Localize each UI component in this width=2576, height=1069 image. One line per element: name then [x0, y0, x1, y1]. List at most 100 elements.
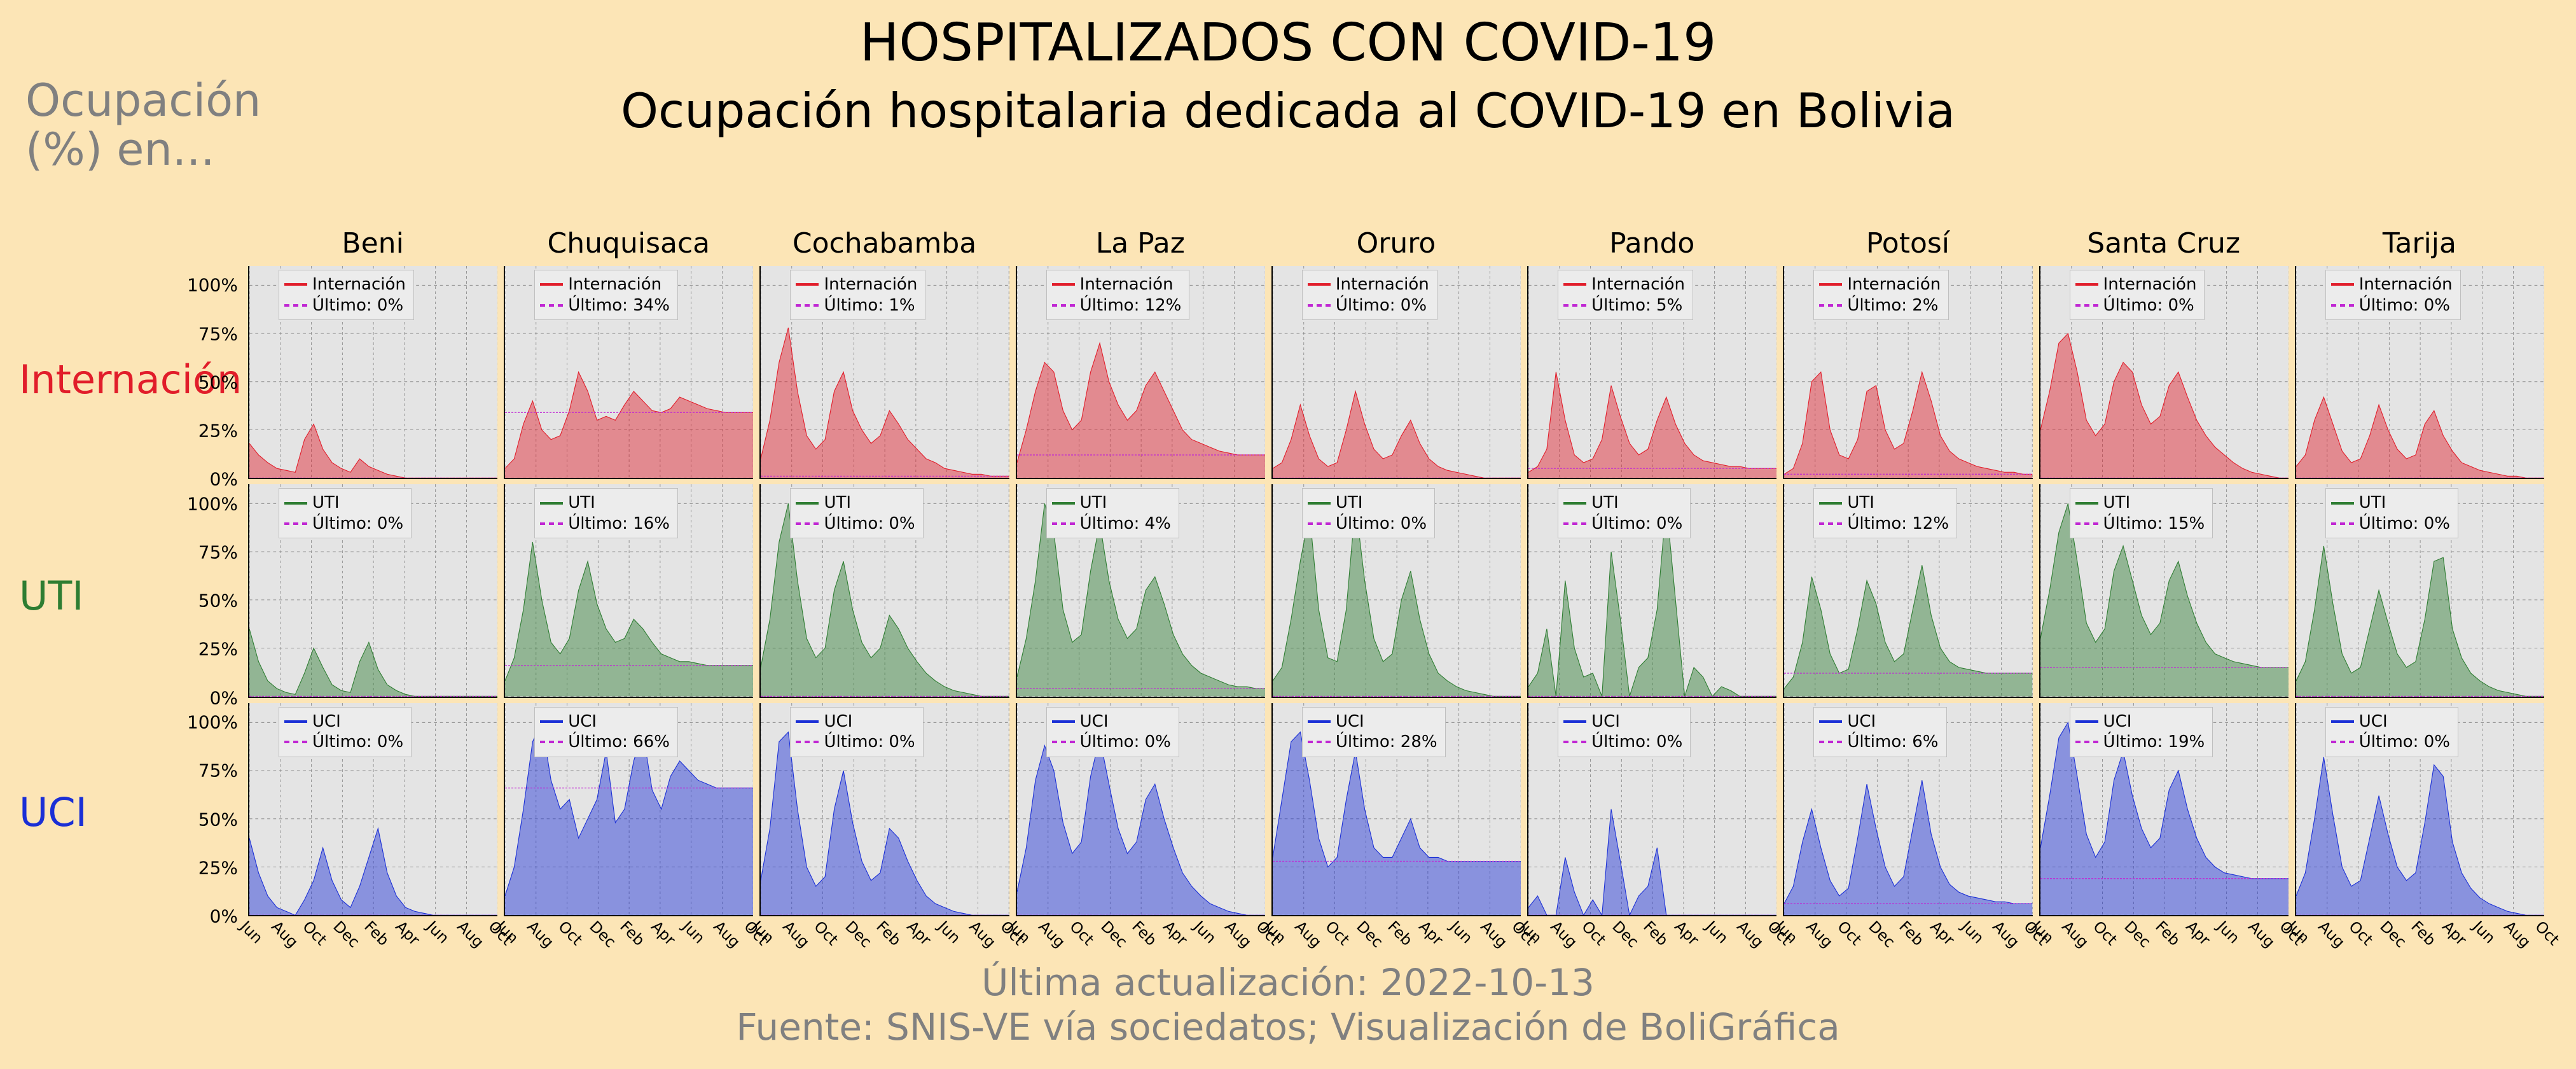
x-tick-label: Jun — [1260, 918, 1289, 947]
x-axis-labels: JunAugOctDecFebAprJunAugOct — [505, 915, 753, 951]
legend: UCIÚltimo: 28% — [1302, 707, 1446, 757]
x-tick-label: Apr — [1671, 918, 1702, 949]
x-tick-label: Dec — [330, 918, 364, 951]
legend: InternaciónÚltimo: 0% — [279, 270, 414, 320]
legend: UCIÚltimo: 0% — [790, 707, 923, 757]
x-tick-label: Aug — [1547, 918, 1581, 951]
y-tick-label: 25% — [198, 857, 238, 878]
legend: UCIÚltimo: 19% — [2070, 707, 2213, 757]
panel-uci-potosí: UCIÚltimo: 6%JunAugOctDecFebAprJunAugOct — [1783, 703, 2032, 916]
panel-uci-la-paz: UCIÚltimo: 0%JunAugOctDecFebAprJunAugOct — [1016, 703, 1265, 916]
legend-last-label: Último: 5% — [1591, 295, 1682, 316]
legend: UTIÚltimo: 4% — [1046, 488, 1179, 538]
legend-last-label: Último: 0% — [2359, 295, 2450, 316]
legend-series-label: UCI — [1080, 711, 1109, 732]
y-tick-label: 75% — [198, 323, 238, 344]
x-axis-labels: JunAugOctDecFebAprJunAugOct — [1528, 915, 1776, 951]
legend: UTIÚltimo: 0% — [790, 488, 923, 538]
x-tick-label: Aug — [779, 918, 813, 951]
x-tick-label: Oct — [2531, 918, 2563, 949]
legend-series-label: UCI — [1847, 711, 1876, 732]
legend-series-label: Internación — [568, 274, 661, 295]
legend-series-label: Internación — [2359, 274, 2453, 295]
y-tick-label: 100% — [187, 493, 238, 514]
legend-series-label: Internación — [824, 274, 917, 295]
x-tick-label: Jun — [237, 918, 266, 947]
title-main: HOSPITALIZADOS CON COVID-19 — [0, 13, 2576, 73]
x-axis-labels: JunAugOctDecFebAprJunAugOct — [249, 915, 497, 951]
x-tick-label: Oct — [1834, 918, 1865, 949]
legend-last-label: Último: 15% — [2103, 514, 2205, 534]
legend: UTIÚltimo: 0% — [1558, 488, 1691, 538]
x-tick-label: Jun — [2283, 918, 2313, 947]
x-tick-label: Aug — [454, 918, 488, 951]
panel-uci-oruro: UCIÚltimo: 28%JunAugOctDecFebAprJunAugOc… — [1271, 703, 1521, 916]
y-axis: 0%25%50%75%100% — [204, 703, 242, 916]
x-tick-label: Aug — [1221, 918, 1255, 951]
legend-last-label: Último: 0% — [1591, 514, 1682, 534]
x-axis-labels: JunAugOctDecFebAprJunAugOct — [1273, 915, 1521, 951]
x-tick-label: Aug — [2059, 918, 2093, 951]
col-title: Pando — [1527, 227, 1776, 261]
x-tick-label: Apr — [2183, 918, 2214, 949]
legend-last-label: Último: 6% — [1847, 732, 1938, 753]
x-tick-label: Feb — [1640, 918, 1672, 949]
panel-uti-la-paz: UTIÚltimo: 4% — [1016, 484, 1265, 697]
panel-uti-cochabamba: UTIÚltimo: 0% — [759, 484, 1009, 697]
legend-series-label: UTI — [312, 493, 340, 514]
x-tick-label: Aug — [1803, 918, 1836, 951]
x-tick-label: Aug — [966, 918, 999, 951]
legend-last-label: Último: 0% — [1336, 295, 1427, 316]
legend: UCIÚltimo: 6% — [1813, 707, 1946, 757]
x-tick-label: Aug — [268, 918, 301, 951]
legend-series-label: UCI — [1591, 711, 1620, 732]
x-tick-label: Jun — [1191, 918, 1220, 947]
chart-grid: BeniChuquisacaCochabambaLa PazOruroPando… — [204, 229, 2544, 916]
x-tick-label: Apr — [1160, 918, 1191, 949]
legend: InternaciónÚltimo: 34% — [534, 270, 678, 320]
panel-uti-oruro: UTIÚltimo: 0% — [1271, 484, 1521, 697]
col-title: Oruro — [1271, 227, 1521, 261]
col-title: Tarija — [2295, 227, 2544, 261]
panel-uci-santa-cruz: UCIÚltimo: 19%JunAugOctDecFebAprJunAugOc… — [2039, 703, 2289, 916]
x-tick-label: Jun — [423, 918, 452, 947]
panel-uci-cochabamba: UCIÚltimo: 0%JunAugOctDecFebAprJunAugOct — [759, 703, 1009, 916]
panel-internacion-pando: InternaciónÚltimo: 5% — [1527, 266, 1776, 479]
legend: InternaciónÚltimo: 0% — [2325, 270, 2461, 320]
legend-last-label: Último: 0% — [312, 732, 403, 753]
x-tick-label: Dec — [2376, 918, 2410, 951]
legend-series-label: UTI — [2359, 493, 2386, 514]
x-tick-label: Apr — [392, 918, 423, 949]
legend-series-label: UCI — [824, 711, 852, 732]
legend: UTIÚltimo: 16% — [534, 488, 678, 538]
panel-internacion-oruro: InternaciónÚltimo: 0% — [1271, 266, 1521, 479]
panel-internacion-santa-cruz: InternaciónÚltimo: 0% — [2039, 266, 2289, 479]
panel-uci-beni: UCIÚltimo: 0%JunAugOctDecFebAprJunAugOct — [248, 703, 497, 916]
panel-uti-pando: UTIÚltimo: 0% — [1527, 484, 1776, 697]
x-tick-label: Feb — [1896, 918, 1928, 949]
x-tick-label: Aug — [1989, 918, 2023, 951]
legend-series-label: UCI — [2359, 711, 2388, 732]
x-tick-label: Oct — [555, 918, 586, 949]
panel-internacion-tarija: InternaciónÚltimo: 0% — [2295, 266, 2544, 479]
legend: InternaciónÚltimo: 5% — [1558, 270, 1693, 320]
panel-uci-chuquisaca: UCIÚltimo: 66%JunAugOctDecFebAprJunAugOc… — [504, 703, 753, 916]
legend-last-label: Último: 0% — [2103, 295, 2194, 316]
x-tick-label: Aug — [1291, 918, 1325, 951]
y-tick-label: 75% — [198, 542, 238, 563]
legend-series-label: Internación — [1336, 274, 1429, 295]
x-tick-label: Aug — [1478, 918, 1511, 951]
x-tick-label: Jun — [2470, 918, 2499, 947]
legend-series-label: UCI — [2103, 711, 2132, 732]
legend-last-label: Último: 2% — [1847, 295, 1938, 316]
row-label-uci: UCI — [19, 789, 87, 835]
x-tick-label: Apr — [2439, 918, 2470, 949]
legend-last-label: Último: 34% — [568, 295, 670, 316]
x-tick-label: Apr — [1927, 918, 1958, 949]
legend-last-label: Último: 0% — [2359, 514, 2450, 534]
x-axis-labels: JunAugOctDecFebAprJunAugOct — [2296, 915, 2544, 951]
legend-series-label: UCI — [312, 711, 341, 732]
legend-series-label: Internación — [312, 274, 406, 295]
legend-last-label: Último: 0% — [312, 295, 403, 316]
legend-series-label: UTI — [568, 493, 595, 514]
